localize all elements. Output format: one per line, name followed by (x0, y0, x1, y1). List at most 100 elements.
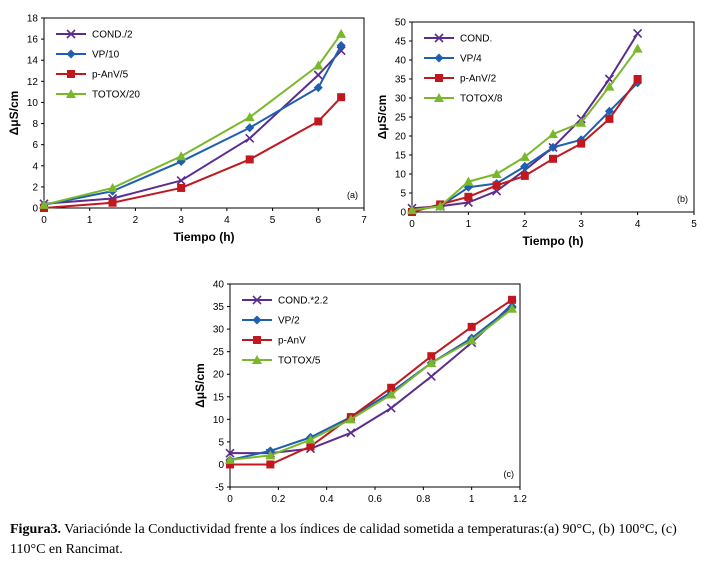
y-tick-label: 10 (213, 415, 225, 426)
data-point (225, 448, 235, 458)
data-point (39, 199, 49, 209)
data-point (337, 93, 346, 102)
legend-label: p-AnV (278, 336, 306, 347)
data-point (491, 169, 502, 178)
data-point (177, 183, 186, 192)
data-point (507, 303, 518, 313)
data-point (466, 335, 477, 345)
x-tick-label: 0.6 (368, 494, 382, 505)
data-point (314, 117, 323, 126)
series-line (411, 32, 639, 210)
series-line (229, 305, 513, 461)
series-p-anv (226, 295, 517, 469)
legend-marker (252, 295, 262, 305)
legend-label: COND./2 (92, 30, 133, 41)
data-point (633, 28, 643, 38)
series-line (43, 96, 342, 209)
data-point (426, 371, 436, 382)
y-tick-label: 15 (213, 392, 225, 403)
legend-marker (253, 336, 261, 344)
legend-label: VP/4 (460, 54, 482, 65)
x-tick-label: 1 (466, 219, 472, 230)
data-point (265, 450, 276, 460)
data-point (604, 81, 615, 91)
data-point (313, 60, 324, 70)
legend-label: TOTOX/5 (278, 356, 321, 367)
data-point (313, 83, 323, 93)
panel-label: (c) (504, 469, 515, 479)
series-p-anv-2 (408, 75, 642, 216)
data-point (549, 154, 557, 163)
legend-label: p-AnV/5 (92, 70, 129, 81)
y-tick-label: 8 (32, 119, 38, 130)
data-point (464, 192, 473, 201)
chart-c: -5051015202530354000.20.40.60.811.2Tiemp… (193, 280, 527, 506)
panel-label: (a) (347, 190, 358, 200)
data-point (604, 106, 614, 116)
y-axis-label: ΔμS/cm (193, 363, 207, 408)
data-point (386, 403, 396, 413)
data-point (336, 28, 347, 38)
legend-label: VP/2 (278, 316, 300, 327)
y-axis-label: ΔμS/cm (378, 95, 389, 140)
legend-marker (66, 89, 76, 98)
legend-label: p-AnV/2 (460, 74, 497, 85)
x-tick-label: 1.2 (513, 494, 527, 505)
data-point (313, 70, 323, 80)
series-line (43, 50, 342, 205)
series-line (43, 33, 342, 206)
y-tick-label: -5 (215, 483, 224, 494)
legend-label: COND.*2.2 (278, 296, 328, 307)
x-tick-label: 6 (316, 215, 322, 226)
data-point (605, 114, 614, 123)
y-tick-label: 20 (213, 370, 225, 381)
x-tick-label: 0.8 (416, 494, 430, 505)
figure-caption: Figura3. Variacióndе la Conductividad fr… (10, 520, 715, 560)
data-point (245, 123, 255, 133)
data-point (346, 428, 356, 438)
plot-frame (411, 21, 695, 213)
data-point (306, 442, 315, 451)
x-tick-label: 2 (522, 219, 528, 230)
data-point (226, 460, 234, 469)
legend-marker (434, 33, 444, 43)
plot-frame (43, 17, 365, 209)
data-point (225, 454, 235, 464)
x-tick-label: 5 (270, 215, 276, 226)
x-tick-label: 4 (224, 215, 230, 226)
series-totox-20 (39, 28, 347, 209)
x-tick-label: 7 (361, 215, 367, 226)
data-point (305, 434, 316, 444)
y-tick-label: 25 (395, 113, 407, 124)
data-point (520, 161, 530, 171)
series-totox-5 (225, 303, 518, 464)
legend-marker (66, 29, 76, 39)
data-point (387, 383, 396, 392)
legend-label: TOTOX/20 (92, 90, 140, 101)
legend-marker (66, 49, 76, 59)
legend: COND.*2.2 VP/2 p-AnV TOTOX/5 (242, 295, 328, 367)
y-tick-label: 45 (395, 37, 407, 48)
y-tick-label: 14 (27, 56, 39, 67)
x-tick-label: 0.4 (320, 494, 334, 505)
data-point (386, 389, 397, 399)
x-tick-label: 2 (133, 215, 139, 226)
y-tick-label: 35 (213, 302, 225, 313)
legend-marker (252, 355, 262, 364)
x-axis-label: Tiempo (h) (522, 234, 583, 248)
data-point (107, 182, 118, 192)
data-point (266, 460, 275, 469)
series-line (229, 308, 513, 461)
x-tick-label: 5 (691, 219, 697, 230)
data-point (336, 40, 346, 50)
data-point (548, 129, 558, 139)
data-point (633, 75, 642, 83)
series-line (230, 298, 513, 466)
data-point (632, 43, 643, 53)
legend: COND./2 VP/10 p-AnV/5 TOTOX/20 (56, 29, 140, 101)
y-tick-label: 2 (32, 182, 38, 193)
y-tick-label: 12 (27, 77, 39, 88)
x-axis-label: Tiempo (h) (173, 230, 234, 244)
